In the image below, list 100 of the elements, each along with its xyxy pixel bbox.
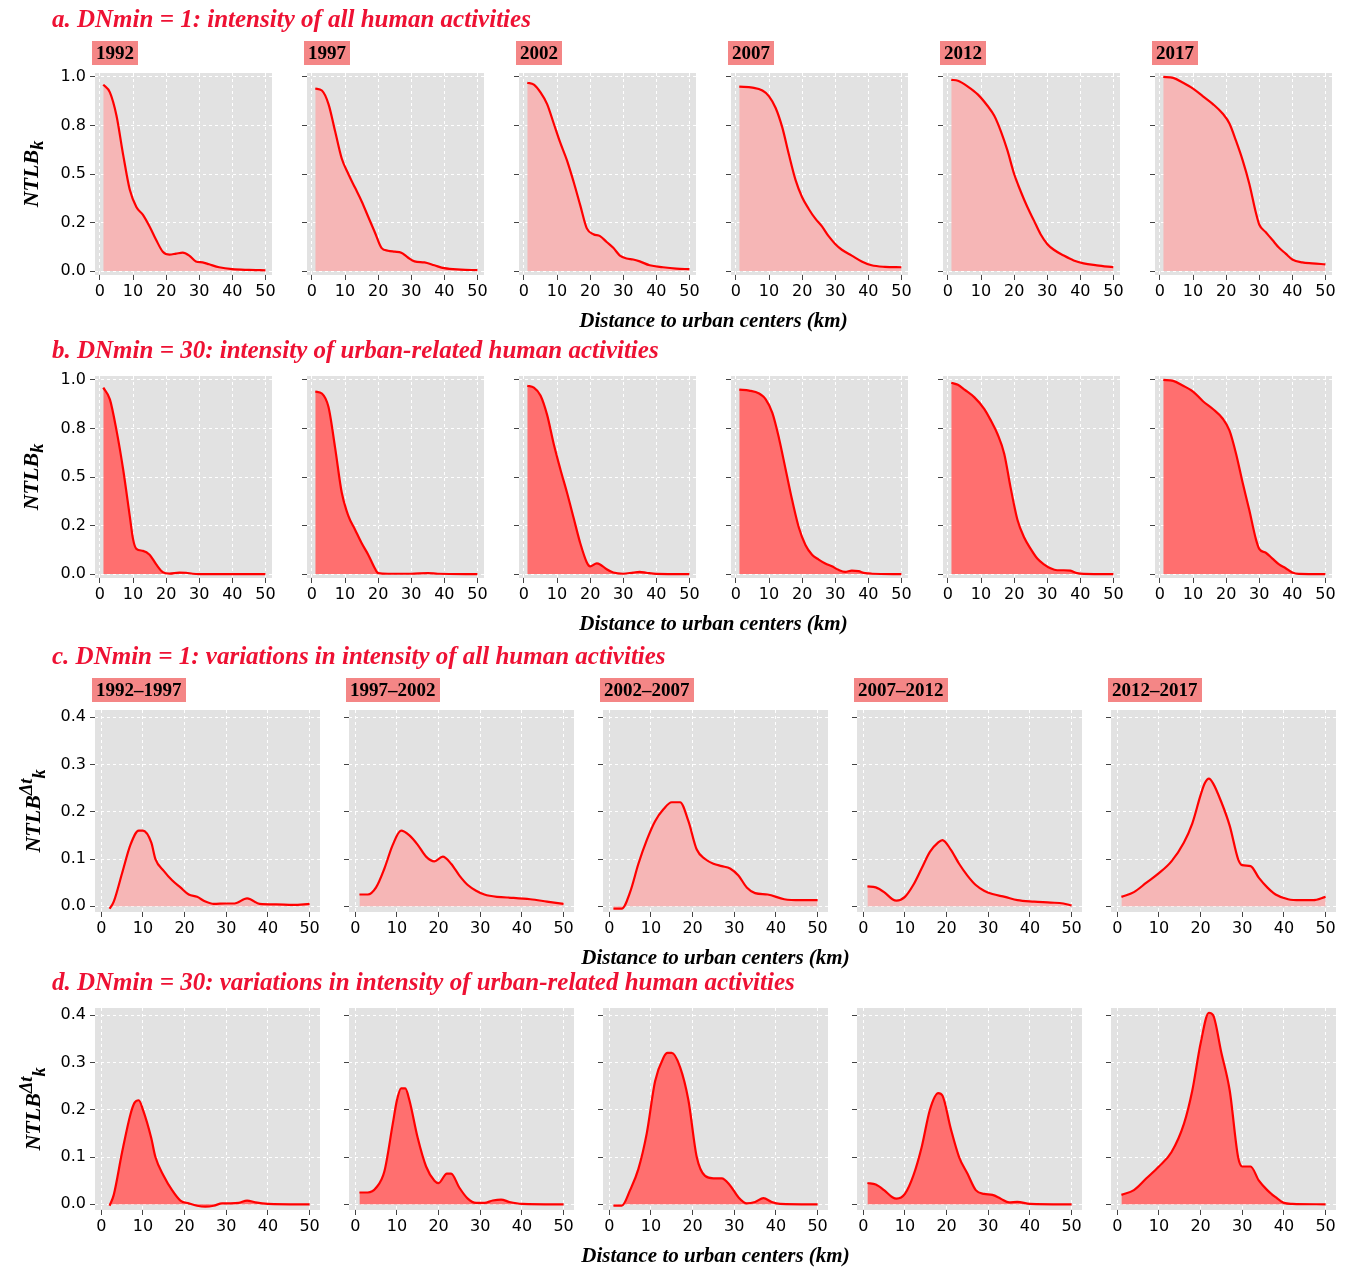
x-tick-label: 50: [679, 583, 700, 603]
x-tick-label: 50: [1103, 280, 1124, 300]
x-tick-label: 40: [257, 917, 279, 937]
x-tick-label: 20: [1003, 280, 1025, 300]
chart-title: 2002–2007: [600, 678, 694, 702]
x-tick-label: 30: [1232, 1215, 1253, 1235]
x-tick-label: 50: [1315, 1215, 1336, 1235]
x-tick-label: 50: [1061, 1215, 1082, 1235]
x-tick-label: 40: [1282, 280, 1303, 300]
y-tick-label: 0.4: [60, 1004, 86, 1024]
x-tick-label: 10: [132, 1215, 154, 1235]
x-tick-label: 30: [1249, 280, 1270, 300]
x-tick-label: 40: [434, 583, 455, 603]
x-tick-label: 0: [96, 917, 107, 937]
x-tick-label: 30: [724, 1215, 745, 1235]
x-tick-label: 20: [174, 917, 195, 937]
x-tick-label: 30: [724, 917, 745, 937]
x-tick-label: 0: [306, 583, 318, 603]
x-tick-label: 10: [1182, 280, 1204, 300]
x-tick-label: 50: [1103, 583, 1124, 603]
x-tick-label: 40: [1019, 1215, 1041, 1235]
x-tick-label: 50: [553, 1215, 574, 1235]
x-tick-label: 30: [825, 583, 846, 603]
x-tick-label: 20: [1215, 583, 1237, 603]
x-tick-label: 0: [942, 280, 954, 300]
x-tick-label: 0: [604, 1215, 615, 1235]
x-tick-label: 40: [222, 280, 243, 300]
x-tick-label: 10: [1148, 917, 1170, 937]
x-tick-label: 40: [858, 280, 879, 300]
chart-title: 2017: [1152, 41, 1198, 65]
x-tick-label: 30: [189, 280, 210, 300]
x-tick-label: 30: [1249, 583, 1270, 603]
y-tick-label: 0.2: [60, 1098, 86, 1118]
y-tick-label: 0.3: [60, 753, 86, 773]
x-tick-label: 40: [1273, 917, 1295, 937]
x-tick-label: 10: [758, 280, 780, 300]
chart-title: 2002: [516, 41, 562, 65]
x-axis-title: Distance to urban centers (km): [581, 945, 850, 970]
x-tick-label: 10: [1182, 583, 1204, 603]
x-tick-label: 50: [679, 280, 700, 300]
x-tick-label: 50: [807, 917, 828, 937]
x-tick-label: 10: [640, 1215, 662, 1235]
chart-title: 1997–2002: [346, 678, 440, 702]
x-tick-label: 50: [891, 583, 912, 603]
x-tick-label: 0: [96, 1215, 107, 1235]
y-tick-label: 1.0: [60, 369, 86, 389]
x-tick-label: 0: [858, 917, 869, 937]
x-tick-label: 40: [646, 280, 667, 300]
x-tick-label: 20: [174, 1215, 195, 1235]
x-tick-label: 40: [511, 917, 533, 937]
x-tick-label: 20: [1190, 1215, 1211, 1235]
x-tick-label: 40: [765, 1215, 787, 1235]
x-tick-label: 0: [730, 583, 742, 603]
x-tick-label: 40: [257, 1215, 279, 1235]
y-tick-label: 0.1: [60, 848, 86, 868]
x-tick-label: 10: [386, 917, 408, 937]
y-tick-label: 0.0: [60, 563, 86, 583]
x-tick-label: 10: [132, 917, 154, 937]
x-tick-label: 30: [216, 1215, 237, 1235]
y-tick-label: 0.0: [60, 895, 86, 915]
x-tick-label: 30: [1232, 917, 1253, 937]
x-tick-label: 40: [1070, 583, 1091, 603]
x-tick-label: 50: [891, 280, 912, 300]
x-tick-label: 10: [970, 280, 992, 300]
x-tick-label: 30: [978, 917, 999, 937]
y-tick-label: 1.0: [60, 66, 86, 86]
x-tick-label: 30: [825, 280, 846, 300]
y-tick-label: 0.4: [60, 706, 86, 726]
x-tick-label: 20: [155, 583, 177, 603]
text: b. DNmin = 30: intensity of urban-related human activities: [52, 336, 659, 364]
x-tick-label: 0: [306, 280, 318, 300]
y-tick-label: 0.5: [60, 163, 86, 183]
x-tick-label: 50: [255, 280, 276, 300]
x-tick-label: 50: [553, 917, 574, 937]
x-axis-title: Distance to urban centers (km): [579, 611, 848, 636]
y-tick-label: 0.1: [60, 1146, 86, 1166]
x-tick-label: 40: [765, 917, 787, 937]
x-tick-label: 40: [1273, 1215, 1295, 1235]
x-tick-label: 50: [1315, 280, 1336, 300]
x-tick-label: 50: [1315, 583, 1336, 603]
x-tick-label: 50: [1315, 917, 1336, 937]
x-tick-label: 0: [350, 917, 361, 937]
x-tick-label: 30: [1037, 280, 1058, 300]
x-axis-title: Distance to urban centers (km): [579, 308, 848, 333]
text: a. DNmin = 1: intensity of all human activities: [52, 5, 531, 33]
x-tick-label: 20: [791, 583, 813, 603]
x-tick-label: 10: [894, 1215, 916, 1235]
x-tick-label: 10: [640, 917, 662, 937]
x-tick-label: 10: [334, 280, 356, 300]
x-tick-label: 0: [94, 280, 106, 300]
x-tick-label: 20: [367, 280, 389, 300]
x-tick-label: 0: [1112, 1215, 1123, 1235]
chart-title: 1997: [304, 41, 350, 65]
x-tick-label: 0: [518, 280, 530, 300]
x-tick-label: 30: [470, 917, 491, 937]
x-tick-label: 10: [546, 280, 568, 300]
x-tick-label: 30: [1037, 583, 1058, 603]
x-tick-label: 0: [858, 1215, 869, 1235]
text: d. DNmin = 30: variations in intensity of urban-related human activities: [52, 968, 795, 996]
x-tick-label: 40: [646, 583, 667, 603]
